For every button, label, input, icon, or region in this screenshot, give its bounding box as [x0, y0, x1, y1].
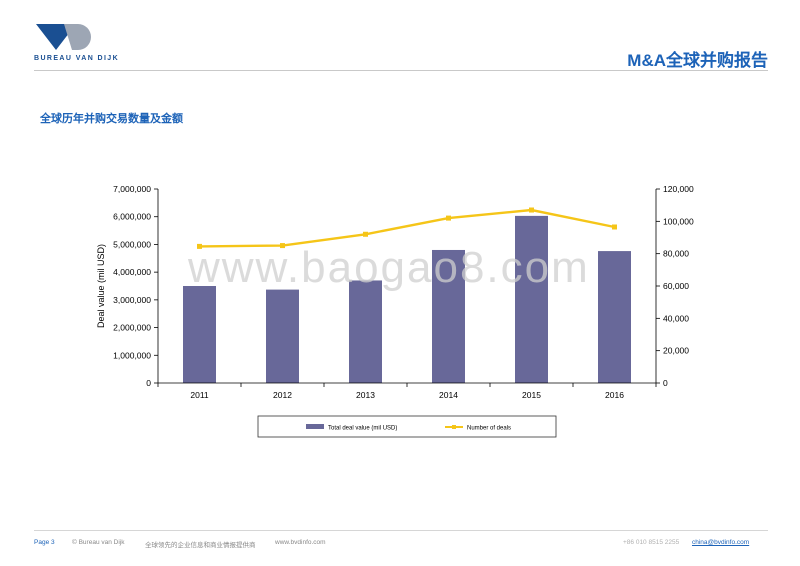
axes-layer: 0 1,000,000 2,000,000 3,000,000 4,000,000 5,0… [96, 184, 694, 400]
x-tick-label: 2012 [273, 390, 292, 400]
bar-2014 [432, 249, 465, 383]
bar-2012 [266, 289, 299, 383]
legend-line-label: Number of deals [467, 426, 511, 432]
x-tick-label: 2011 [190, 390, 209, 400]
bar-2011 [183, 286, 216, 383]
y2-tick-label: 60,000 [663, 281, 689, 291]
copyright-text: © Bureau van Dijk [72, 539, 125, 546]
legend-bar-label: Total deal value (mil USD) [328, 426, 397, 432]
deals-point-2015 [529, 207, 534, 213]
y-tick-label: 0 [146, 378, 151, 388]
bvd-logo [36, 24, 91, 50]
y-tick-label: 2,000,000 [113, 323, 151, 333]
deals-point-2014 [446, 215, 451, 221]
deals-point-2011 [197, 243, 202, 249]
y-tick-label: 3,000,000 [113, 295, 151, 305]
y2-tick-label: 20,000 [663, 346, 689, 356]
header-divider [34, 70, 768, 71]
line-layer [197, 207, 617, 249]
bar-2016 [598, 251, 631, 383]
y2-tick-label: 120,000 [663, 184, 694, 194]
y2-tick-label: 40,000 [663, 313, 689, 323]
deals-point-2016 [612, 224, 617, 230]
x-tick-label: 2014 [439, 390, 458, 400]
bars-layer [183, 215, 631, 383]
legend-box [257, 415, 557, 438]
y-tick-label: 7,000,000 [113, 184, 151, 194]
company-tagline: 全球领先的企业信息和商业情报提供商 [145, 542, 256, 549]
y-axis-title: Deal value (mil USD) [96, 244, 106, 328]
y-tick-label: 1,000,000 [113, 350, 151, 360]
y-tick-label: 5,000,000 [113, 239, 151, 249]
page-number: Page 3 [34, 539, 55, 546]
logo-text: BUREAU VAN DIJK [34, 55, 120, 62]
report-title: M&A全球并购报告 [627, 51, 768, 70]
chart-legend: Total deal value (mil USD) Number of deal… [257, 415, 557, 438]
bar-2015 [515, 215, 548, 383]
legend-bar-swatch [306, 424, 324, 429]
deals-point-2013 [363, 231, 368, 237]
y2-tick-label: 0 [663, 378, 668, 388]
website-link[interactable]: www.bvdinfo.com [275, 539, 326, 546]
deals-line [199, 208, 615, 248]
y-tick-label: 6,000,000 [113, 212, 151, 222]
y2-tick-label: 100,000 [663, 216, 694, 226]
deals-point-2012 [280, 243, 285, 249]
bar-2013 [349, 280, 382, 383]
y2-tick-label: 80,000 [663, 249, 689, 259]
x-tick-label: 2016 [605, 390, 624, 400]
footer-divider [34, 530, 768, 531]
section-title: 全球历年并购交易数量及金额 [40, 113, 183, 125]
x-tick-label: 2013 [356, 390, 375, 400]
y-tick-label: 4,000,000 [113, 267, 151, 277]
x-tick-label: 2015 [522, 390, 541, 400]
email-link[interactable]: china@bvdinfo.com [692, 539, 750, 546]
legend-line-marker [452, 425, 456, 429]
phone-number: +86 010 8515 2255 [623, 539, 680, 546]
